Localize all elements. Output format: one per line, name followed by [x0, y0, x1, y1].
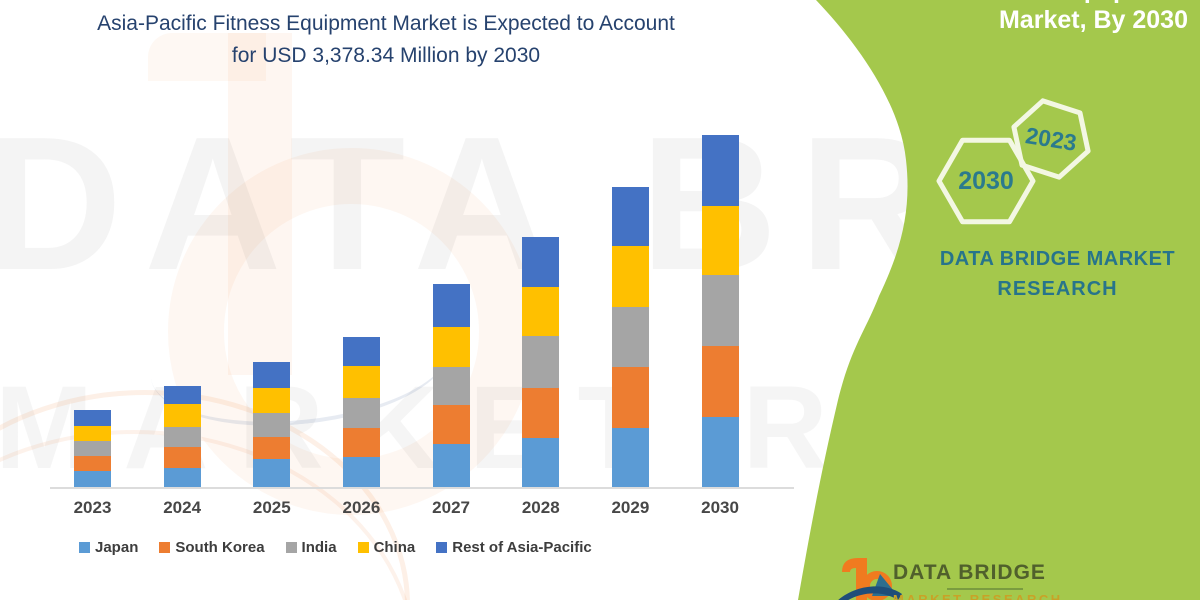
panel-brand-line2: RESEARCH — [997, 278, 1118, 300]
bar-segment-2026-south-korea — [342, 427, 380, 457]
footer-brand-text: DATA BRIDGE — [893, 561, 1046, 584]
bar-segment-2029-china — [611, 245, 649, 307]
bar-segment-2025-japan — [253, 459, 291, 487]
bar-segment-2028-china — [522, 286, 560, 337]
bar-segment-2024-india — [163, 426, 201, 447]
footer-brand-clipped-line: MARKET RESEARCH — [893, 592, 1063, 600]
x-axis-line — [50, 487, 794, 489]
bar-segment-2029-india — [611, 306, 649, 367]
chart-title: Asia-Pacific Fitness Equipment Market is… — [30, 8, 742, 72]
legend-item-south-korea: South Korea — [159, 539, 265, 556]
bar-segment-2025-india — [253, 412, 291, 437]
hexagon-2030-label: 2030 — [958, 167, 1014, 195]
bar-segment-2027-china — [432, 326, 470, 367]
legend-label-south-korea: South Korea — [175, 539, 265, 556]
chart-title-line2: for USD 3,378.34 Million by 2030 — [231, 44, 541, 67]
panel-heading-clipped: Asia-Pacific Fitness Equipment — [688, 0, 1188, 5]
bar-segment-2030-india — [701, 274, 739, 346]
x-tick-label-2028: 2028 — [521, 498, 560, 517]
bar-segment-2026-rest-of-asia-pacific — [342, 337, 380, 367]
data-bridge-logo-icon — [838, 558, 902, 600]
bar-segment-2023-rest-of-asia-pacific — [74, 410, 111, 426]
bar-segment-2026-japan — [342, 456, 380, 487]
bar-segment-2028-india — [522, 336, 560, 388]
legend-swatch-japan — [79, 542, 90, 553]
x-tick-label-2026: 2026 — [342, 498, 381, 517]
bar-segment-2023-india — [74, 441, 111, 456]
bar-segment-2030-south-korea — [701, 345, 739, 417]
bar-segment-2025-south-korea — [253, 436, 291, 460]
panel-heading: Market, By 2030 — [998, 6, 1188, 34]
x-tick-label-2030: 2030 — [701, 498, 739, 517]
bar-segment-2025-rest-of-asia-pacific — [253, 361, 291, 388]
bar-segment-2029-japan — [611, 427, 649, 487]
x-tick-label-2025: 2025 — [252, 498, 291, 517]
bar-segment-2023-south-korea — [74, 455, 111, 471]
bar-segment-2028-rest-of-asia-pacific — [522, 237, 560, 287]
bar-segment-2029-rest-of-asia-pacific — [611, 186, 649, 246]
bar-segment-2029-south-korea — [611, 366, 649, 428]
legend-item-japan: Japan — [79, 539, 138, 556]
bar-segment-2030-rest-of-asia-pacific — [701, 135, 739, 206]
logo-swoosh — [838, 586, 902, 600]
bar-segment-2026-china — [342, 366, 380, 398]
legend-swatch-china — [357, 542, 369, 553]
legend-item-china: China — [357, 539, 416, 556]
footer-brand-underline — [947, 588, 1023, 590]
bar-segment-2024-china — [163, 403, 201, 427]
bar-segment-2027-japan — [432, 443, 470, 487]
legend-item-india: India — [285, 539, 337, 556]
bar-segment-2025-china — [253, 387, 291, 413]
bar-segment-2023-china — [74, 425, 111, 442]
panel-brand-line1: DATA BRIDGE MARKET — [939, 248, 1176, 270]
bar-segment-2024-rest-of-asia-pacific — [163, 385, 201, 404]
x-tick-label-2027: 2027 — [432, 498, 470, 517]
legend-swatch-india — [285, 542, 297, 553]
bar-segment-2027-south-korea — [432, 405, 470, 444]
bar-segment-2028-japan — [522, 437, 560, 487]
bar-segment-2026-india — [342, 397, 380, 428]
green-panel-shape — [798, 0, 1200, 600]
bar-segment-2030-china — [701, 205, 739, 275]
bar-segment-2023-japan — [74, 470, 111, 487]
bar-segment-2024-japan — [163, 468, 201, 487]
x-tick-label-2029: 2029 — [611, 498, 650, 517]
bar-segment-2024-south-korea — [163, 446, 201, 469]
bar-segment-2030-japan — [701, 416, 739, 487]
legend-label-rest-of-asia-pacific: Rest of Asia-Pacific — [452, 539, 592, 556]
chart-legend: Japan South Korea India China Rest of Asia-P… — [79, 539, 592, 556]
hexagon-2030-outline — [936, 137, 1036, 225]
bar-segment-2027-rest-of-asia-pacific — [432, 284, 470, 327]
chart-title-line1: Asia-Pacific Fitness Equipment Market is… — [97, 12, 675, 35]
hexagon-2023-outline — [1011, 98, 1091, 180]
bar-segment-2028-south-korea — [522, 387, 560, 438]
bar-segment-2027-india — [432, 366, 470, 406]
legend-swatch-rest-of-asia-pacific — [436, 542, 448, 553]
legend-swatch-south-korea — [159, 542, 171, 553]
x-tick-label-2024: 2024 — [163, 498, 202, 517]
legend-label-india: India — [301, 539, 337, 556]
legend-item-rest-of-asia-pacific: Rest of Asia-Pacific — [436, 539, 592, 556]
legend-label-japan: Japan — [95, 539, 139, 556]
x-tick-label-2023: 2023 — [73, 498, 112, 517]
legend-label-china: China — [373, 539, 416, 556]
